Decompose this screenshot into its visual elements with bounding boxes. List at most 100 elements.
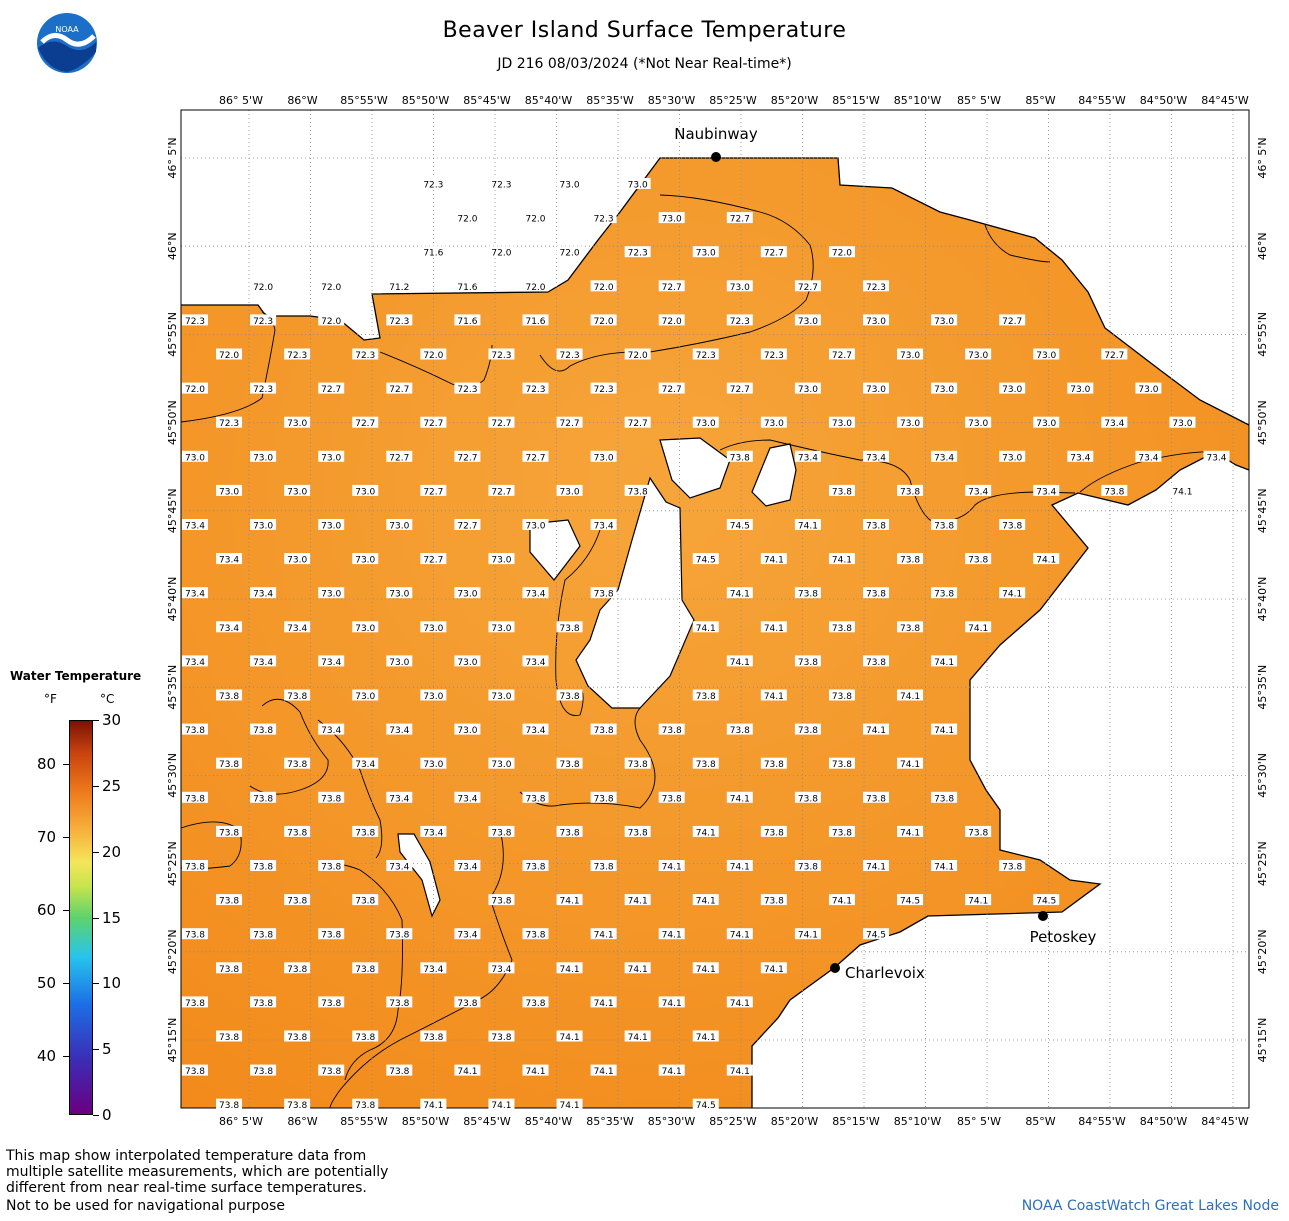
temperature-value: 73.4: [216, 621, 243, 634]
svg-text:73.0: 73.0: [355, 624, 375, 634]
temperature-value: 73.8: [760, 825, 787, 838]
temperature-value: 73.8: [828, 689, 855, 702]
svg-text:72.0: 72.0: [525, 283, 545, 293]
svg-text:72.0: 72.0: [457, 215, 477, 225]
svg-text:72.3: 72.3: [628, 249, 648, 259]
lon-tick-label: 85°40'W: [525, 94, 573, 107]
temperature-value: 73.8: [658, 723, 685, 736]
temperature-value: 73.4: [182, 587, 208, 600]
temperature-value: 73.0: [488, 689, 515, 702]
temperature-value: 73.0: [250, 519, 277, 532]
temperature-value: 74.1: [556, 1098, 583, 1111]
legend-c-tick: 20: [102, 842, 122, 861]
temperature-value: 73.0: [931, 314, 958, 327]
temperature-value: 73.8: [828, 621, 855, 634]
temperature-value: 72.3: [488, 348, 515, 361]
temperature-value: 73.4: [182, 519, 208, 532]
temperature-value: 73.8: [590, 860, 617, 873]
svg-text:74.1: 74.1: [900, 692, 920, 702]
temperature-value: 74.1: [658, 860, 685, 873]
svg-text:73.8: 73.8: [1002, 863, 1022, 873]
navigation-note: Not to be used for navigational purpose: [6, 1198, 285, 1214]
temperature-value: 73.8: [965, 553, 992, 566]
legend-unit-celsius: °C: [100, 692, 115, 706]
temperature-value: 73.8: [556, 621, 583, 634]
temperature-value: 72.7: [488, 416, 515, 429]
place-dot: [711, 152, 721, 162]
svg-text:73.8: 73.8: [219, 965, 239, 975]
temperature-value: 74.1: [726, 996, 753, 1009]
temperature-value: 74.1: [726, 655, 753, 668]
svg-text:73.0: 73.0: [696, 419, 716, 429]
temperature-value: 73.0: [1033, 348, 1060, 361]
svg-text:72.0: 72.0: [662, 317, 682, 327]
svg-text:73.8: 73.8: [287, 692, 307, 702]
legend-f-tick-mark: [63, 983, 69, 985]
temperature-value: 73.0: [556, 178, 583, 191]
svg-text:73.8: 73.8: [900, 624, 920, 634]
svg-text:73.0: 73.0: [1002, 453, 1022, 463]
temperature-value: 73.8: [284, 1098, 311, 1111]
svg-text:74.5: 74.5: [866, 931, 886, 941]
temperature-value: 74.5: [863, 928, 889, 941]
temperature-value: 73.8: [624, 484, 651, 497]
temperature-value: 73.8: [931, 791, 958, 804]
lon-tick-label: 85°45'W: [463, 94, 511, 107]
svg-text:73.4: 73.4: [457, 931, 477, 941]
temperature-value: 72.3: [624, 246, 651, 259]
svg-text:73.0: 73.0: [423, 760, 443, 770]
temperature-value: 74.5: [692, 553, 719, 566]
svg-text:73.0: 73.0: [491, 624, 511, 634]
place-dot: [830, 963, 840, 973]
temperature-value: 73.8: [965, 825, 992, 838]
svg-text:73.0: 73.0: [321, 453, 341, 463]
svg-text:72.7: 72.7: [798, 283, 818, 293]
lon-tick-label: 85°15'W: [832, 94, 880, 107]
temperature-value: 72.3: [454, 382, 481, 395]
svg-text:74.1: 74.1: [900, 828, 920, 838]
temperature-value: 73.0: [488, 553, 515, 566]
temperature-value: 74.1: [624, 894, 651, 907]
temperature-value: 74.1: [658, 996, 685, 1009]
svg-text:73.8: 73.8: [730, 453, 750, 463]
svg-text:73.8: 73.8: [1104, 487, 1124, 497]
temperature-value: 73.8: [828, 484, 855, 497]
lon-tick-label: 84°55'W: [1078, 1115, 1126, 1128]
svg-text:74.1: 74.1: [560, 1033, 580, 1043]
svg-text:73.0: 73.0: [491, 556, 511, 566]
svg-text:73.4: 73.4: [798, 453, 818, 463]
svg-text:74.1: 74.1: [662, 1067, 682, 1077]
temperature-value: 72.7: [454, 450, 481, 463]
svg-text:73.4: 73.4: [389, 794, 409, 804]
svg-text:73.0: 73.0: [1172, 419, 1192, 429]
svg-text:73.8: 73.8: [866, 658, 886, 668]
lat-tick-label: 45°40'N: [1256, 577, 1269, 622]
temperature-value: 72.3: [250, 382, 277, 395]
lon-tick-label: 84°45'W: [1201, 1115, 1249, 1128]
svg-text:73.8: 73.8: [662, 726, 682, 736]
svg-text:73.8: 73.8: [253, 863, 273, 873]
svg-text:72.0: 72.0: [321, 283, 341, 293]
svg-text:72.7: 72.7: [457, 453, 477, 463]
svg-text:73.0: 73.0: [457, 590, 477, 600]
svg-text:74.1: 74.1: [491, 1101, 511, 1111]
temperature-value: 72.3: [590, 382, 617, 395]
temperature-value: 74.1: [931, 655, 958, 668]
temperature-value: 72.0: [828, 246, 855, 259]
svg-text:72.7: 72.7: [423, 556, 443, 566]
temperature-value: 72.3: [522, 382, 549, 395]
temperature-value: 74.5: [726, 519, 753, 532]
svg-text:74.1: 74.1: [696, 965, 716, 975]
svg-text:73.8: 73.8: [594, 794, 614, 804]
temperature-value: 73.8: [182, 996, 208, 1009]
svg-text:74.1: 74.1: [764, 556, 784, 566]
temperature-value: 73.0: [488, 757, 515, 770]
temperature-value: 73.8: [658, 791, 685, 804]
temperature-value: 73.0: [556, 484, 583, 497]
svg-text:73.8: 73.8: [185, 794, 205, 804]
svg-text:73.0: 73.0: [287, 419, 307, 429]
temperature-value: 73.0: [1067, 382, 1094, 395]
svg-text:73.4: 73.4: [185, 522, 205, 532]
svg-text:73.8: 73.8: [525, 794, 545, 804]
